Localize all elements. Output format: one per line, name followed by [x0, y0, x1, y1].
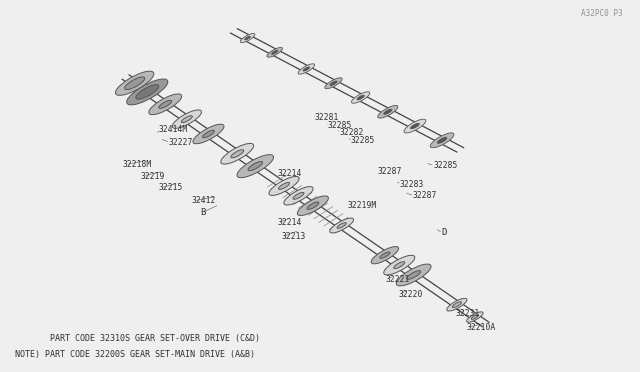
- Ellipse shape: [148, 94, 182, 115]
- Ellipse shape: [330, 218, 353, 233]
- Ellipse shape: [447, 298, 467, 311]
- Text: NOTE) PART CODE 32200S GEAR SET-MAIN DRIVE (A&B): NOTE) PART CODE 32200S GEAR SET-MAIN DRI…: [15, 350, 255, 359]
- Ellipse shape: [384, 255, 415, 275]
- Ellipse shape: [452, 302, 461, 308]
- Ellipse shape: [267, 48, 282, 57]
- Ellipse shape: [125, 77, 145, 90]
- Text: 32219: 32219: [140, 171, 164, 180]
- Ellipse shape: [410, 123, 419, 129]
- Ellipse shape: [430, 133, 454, 148]
- Ellipse shape: [307, 202, 319, 209]
- Ellipse shape: [330, 81, 337, 86]
- Ellipse shape: [394, 262, 404, 269]
- Ellipse shape: [159, 100, 172, 108]
- Text: 32285: 32285: [351, 137, 375, 145]
- Ellipse shape: [127, 79, 168, 105]
- Text: 32287: 32287: [378, 167, 402, 176]
- Ellipse shape: [284, 187, 313, 205]
- Ellipse shape: [303, 67, 310, 71]
- Ellipse shape: [384, 109, 392, 114]
- Ellipse shape: [404, 119, 426, 133]
- Text: 32213: 32213: [282, 232, 306, 241]
- Ellipse shape: [371, 247, 399, 264]
- Text: 32215: 32215: [159, 183, 183, 192]
- Ellipse shape: [115, 71, 154, 95]
- Text: 32414M: 32414M: [159, 125, 188, 134]
- Text: A32PC0 P3: A32PC0 P3: [581, 9, 623, 18]
- Text: 32218M: 32218M: [122, 160, 152, 169]
- Ellipse shape: [325, 78, 342, 89]
- Ellipse shape: [269, 176, 299, 195]
- Text: 32219M: 32219M: [348, 201, 377, 210]
- Text: D: D: [441, 228, 447, 237]
- Text: 32285: 32285: [433, 161, 458, 170]
- Ellipse shape: [172, 110, 202, 128]
- Text: 32227: 32227: [168, 138, 193, 147]
- Ellipse shape: [437, 137, 447, 143]
- Text: B: B: [200, 208, 205, 217]
- Text: 32214: 32214: [277, 169, 301, 178]
- Text: 32282: 32282: [339, 128, 364, 137]
- Text: 32221: 32221: [386, 275, 410, 283]
- Ellipse shape: [271, 50, 278, 54]
- Ellipse shape: [471, 315, 479, 319]
- Ellipse shape: [244, 36, 250, 40]
- Text: 32220: 32220: [398, 291, 423, 299]
- Ellipse shape: [193, 124, 224, 144]
- Ellipse shape: [407, 271, 420, 279]
- Ellipse shape: [380, 252, 390, 259]
- Text: 32210A: 32210A: [467, 323, 496, 332]
- Ellipse shape: [378, 105, 398, 118]
- Ellipse shape: [231, 150, 244, 158]
- Ellipse shape: [237, 155, 273, 178]
- Text: 32287: 32287: [412, 192, 436, 201]
- Text: 32231: 32231: [455, 309, 479, 318]
- Text: 32281: 32281: [315, 113, 339, 122]
- Text: 32214: 32214: [278, 218, 302, 227]
- Text: PART CODE 32310S GEAR SET-OVER DRIVE (C&D): PART CODE 32310S GEAR SET-OVER DRIVE (C&…: [15, 334, 260, 343]
- Ellipse shape: [357, 95, 364, 100]
- Ellipse shape: [181, 116, 193, 123]
- Text: 32285: 32285: [328, 121, 352, 129]
- Ellipse shape: [293, 192, 304, 199]
- Text: 32412: 32412: [191, 196, 216, 205]
- Ellipse shape: [240, 33, 255, 43]
- Text: 32283: 32283: [399, 180, 424, 189]
- Ellipse shape: [298, 64, 315, 74]
- Ellipse shape: [136, 85, 159, 99]
- Ellipse shape: [351, 92, 370, 103]
- Ellipse shape: [298, 196, 328, 215]
- Ellipse shape: [467, 312, 483, 322]
- Ellipse shape: [337, 222, 346, 228]
- Ellipse shape: [202, 130, 214, 138]
- Ellipse shape: [278, 183, 289, 189]
- Ellipse shape: [396, 264, 431, 286]
- Ellipse shape: [221, 144, 253, 164]
- Ellipse shape: [248, 161, 262, 171]
